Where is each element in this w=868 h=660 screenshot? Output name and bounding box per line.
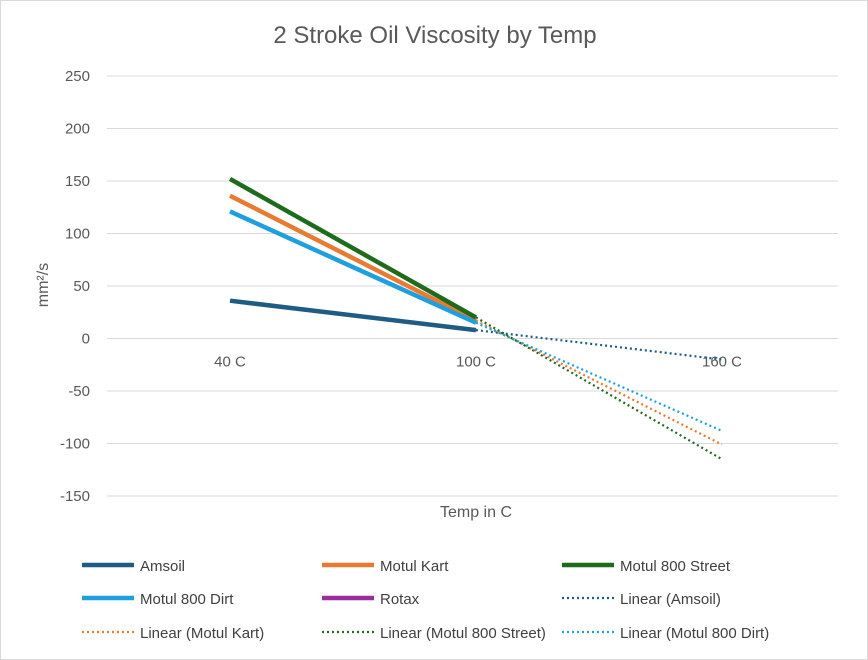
series-layer <box>228 176 478 333</box>
y-tick-label-8: -150 <box>60 488 90 505</box>
y-tick-label-1: 200 <box>65 121 90 138</box>
x-tick-label-0: 40 C <box>214 354 246 371</box>
legend-label-5: Linear (Amsoil) <box>620 591 721 608</box>
grid-layer <box>107 75 838 497</box>
legend-label-0: Amsoil <box>140 558 185 575</box>
chart-title: 2 Stroke Oil Viscosity by Temp <box>273 22 596 49</box>
legend-label-2: Motul 800 Street <box>620 558 731 575</box>
y-tick-label-3: 100 <box>65 226 90 243</box>
y-tick-label-6: -50 <box>68 383 90 400</box>
trendline-0 <box>475 329 723 361</box>
series-line-1 <box>228 193 478 323</box>
legend-label-3: Motul 800 Dirt <box>140 591 234 608</box>
series-line-3 <box>229 209 477 325</box>
legend[interactable]: Amsoil Motul Kart Motul 800 Street Motul 80… <box>82 558 769 642</box>
trendline-1 <box>475 319 723 446</box>
series-line-2 <box>228 176 478 320</box>
y-tick-label-5: 0 <box>82 331 90 348</box>
x-tick-label-2: 160 C <box>702 354 742 371</box>
trendline-layer <box>475 316 723 461</box>
legend-label-4: Rotax <box>380 591 420 608</box>
legend-label-1: Motul Kart <box>380 558 449 575</box>
y-axis-title: mm²/s <box>35 263 52 307</box>
x-axis-title: Temp in C <box>440 504 512 521</box>
y-tick-label-7: -100 <box>60 436 90 453</box>
legend-label-8: Linear (Motul 800 Dirt) <box>620 625 769 642</box>
y-tick-label-4: 50 <box>73 278 90 295</box>
y-tick-labels: 250 200 150 100 50 0 -50 -100 -150 <box>60 68 90 505</box>
x-tick-labels: 40 C 100 C 160 C <box>214 354 742 371</box>
series-line-0 <box>229 298 477 333</box>
legend-label-6: Linear (Motul Kart) <box>140 625 264 642</box>
trendline-2 <box>475 316 723 461</box>
y-tick-label-2: 150 <box>65 173 90 190</box>
x-tick-label-1: 100 C <box>456 354 496 371</box>
legend-label-7: Linear (Motul 800 Street) <box>380 625 546 642</box>
y-tick-label-0: 250 <box>65 68 90 85</box>
